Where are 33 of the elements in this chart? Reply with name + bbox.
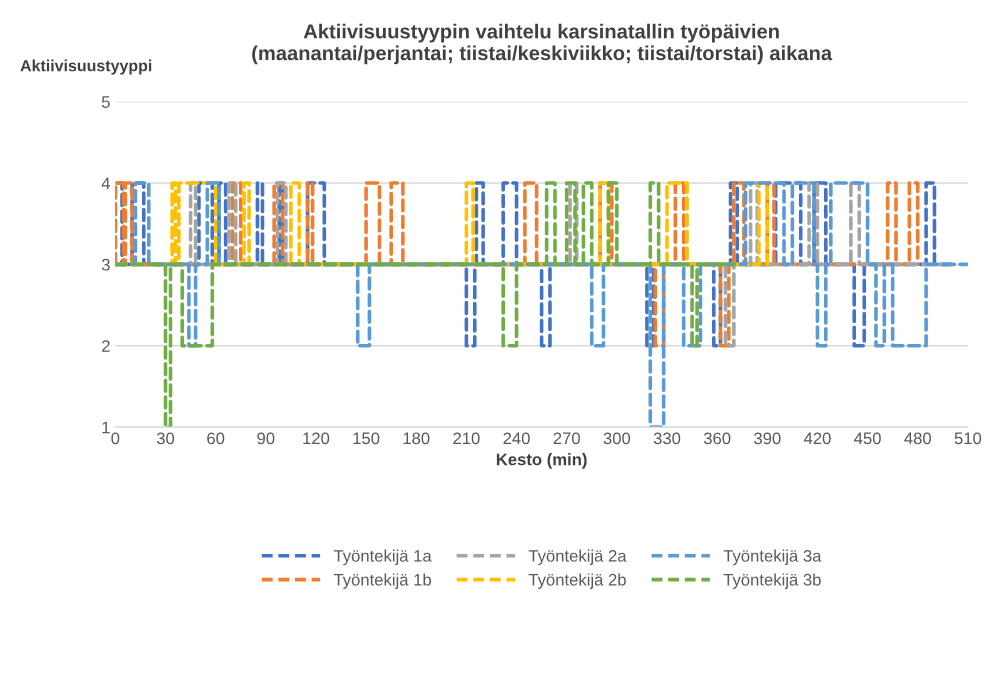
y-tick-label: 1 [102,421,110,434]
x-axis-title: Kesto (min) [496,453,587,469]
legend-label: Työntekijä 3b [723,573,821,589]
x-tick-label: 150 [353,432,380,445]
y-tick-label: 4 [101,177,110,190]
y-axis-title: Aktiivisuustyyppi [20,59,152,75]
x-tick-label: 300 [603,432,631,445]
x-tick-label: 90 [257,432,275,445]
x-tick-label: 60 [207,432,225,445]
line-series [115,181,736,428]
legend-label: Työntekijä 1b [333,573,431,589]
y-tick-label: 5 [101,96,110,108]
legend-label: Työntekijä 2a [528,549,627,566]
x-tick-label: 120 [303,432,330,445]
y-tick-label: 3 [101,258,110,271]
x-tick-label: 480 [904,432,931,445]
x-tick-label: 180 [403,432,430,445]
x-tick-label: 240 [503,432,530,445]
x-tick-label: 30 [156,432,175,445]
chart-title: Aktiivisuustyypin vaihtelu karsinatallin työpäivien (maanantai/perjantai; tiistai/keskiviikko; tiistai/torstai) aikana [252,23,833,65]
x-tick-label: 450 [854,432,881,445]
x-tick-label: 420 [803,432,831,445]
x-tick-label: 360 [703,432,731,445]
y-tick-label: 2 [102,340,110,352]
legend-label: Työntekijä 1a [333,549,432,566]
x-tick-label: 0 [111,432,120,445]
x-tick-label: 330 [653,432,681,445]
x-tick-label: 510 [954,432,982,445]
x-tick-label: 270 [553,432,580,445]
x-tick-label: 390 [754,432,781,445]
legend-label: Työntekijä 3a [723,549,822,566]
legend-label: Työntekijä 2b [528,573,626,589]
x-tick-label: 210 [453,432,480,445]
